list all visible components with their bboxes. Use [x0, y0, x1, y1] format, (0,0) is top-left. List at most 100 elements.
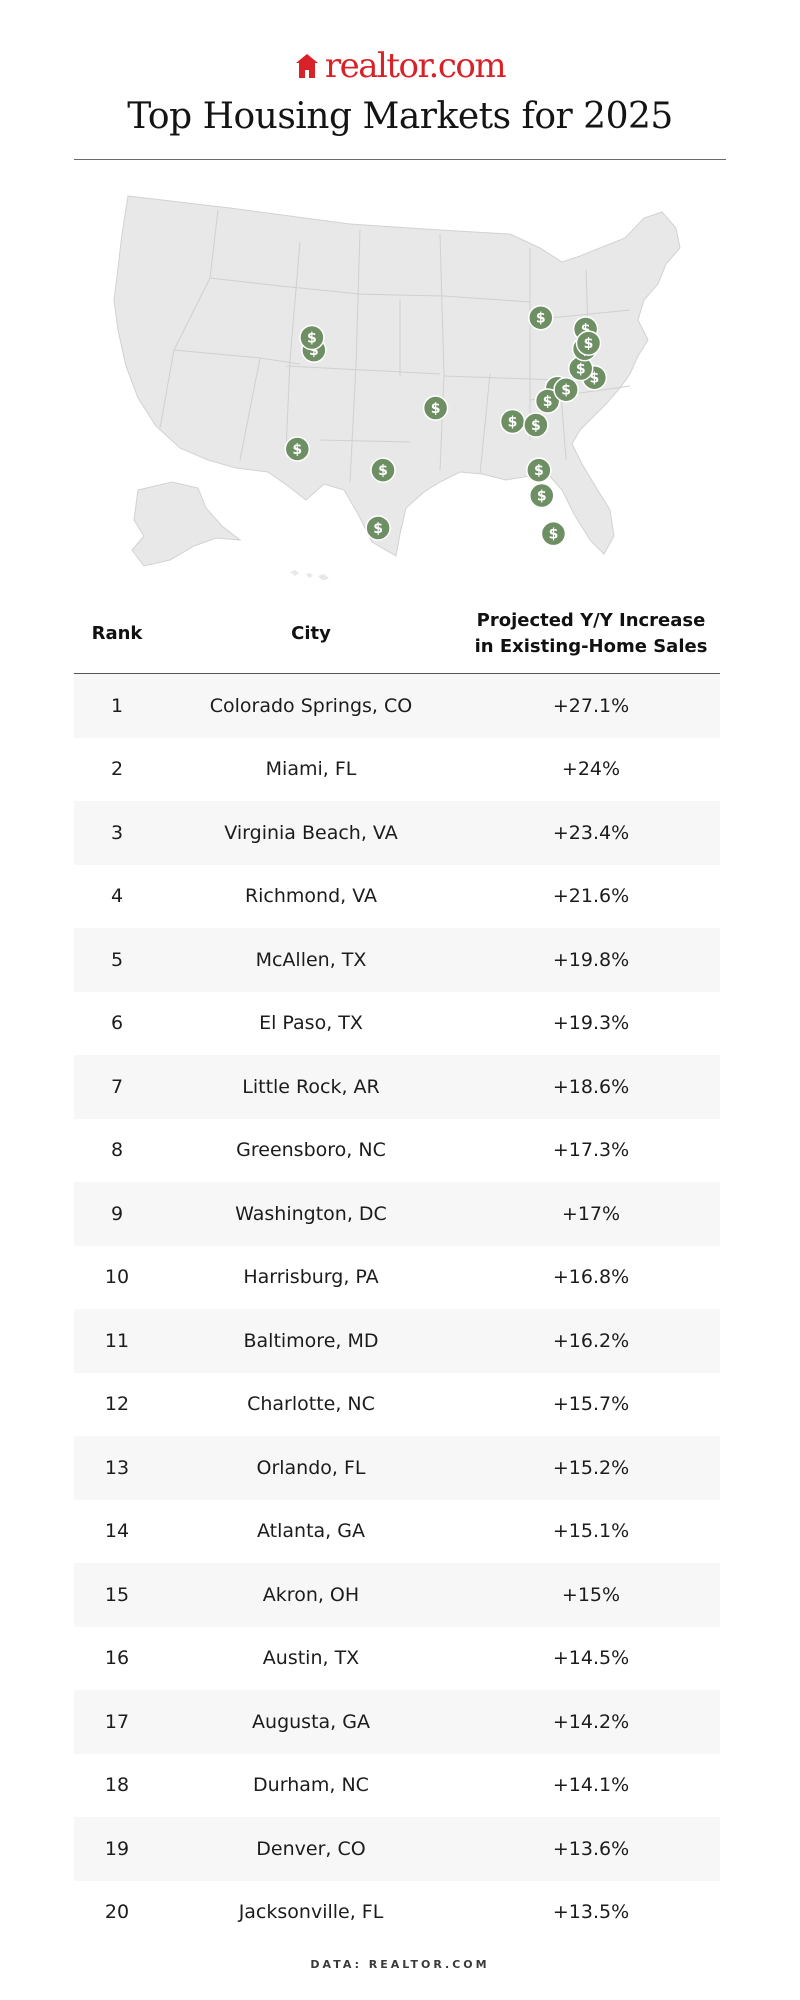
city-cell: Greensboro, NC	[236, 1139, 386, 1162]
pct-cell: +15.1%	[552, 1520, 630, 1543]
city-marker: $	[534, 388, 561, 414]
dollar-icon	[365, 515, 391, 541]
city-cell: El Paso, TX	[259, 1012, 363, 1035]
dollar-icon	[553, 376, 579, 403]
pct-cell: +14.1%	[552, 1774, 630, 1797]
dollar-glyph: $	[561, 383, 571, 399]
pct-cell: +18.6%	[552, 1075, 630, 1098]
city-cell: Colorado Springs, CO	[209, 694, 413, 717]
dollar-icon	[523, 412, 549, 438]
dollar-glyph: $	[531, 418, 541, 434]
brand-logo: realtor.com	[0, 46, 800, 86]
rank-cell: 12	[104, 1393, 130, 1416]
header-pct-line1: Projected Y/Y Increase	[476, 609, 706, 631]
pct-cell: +23.4%	[552, 821, 630, 844]
rankings-table: Rank City Projected Y/Y Increase in Exis…	[74, 595, 720, 1944]
city-marker: $	[422, 395, 449, 421]
table-row: 19 Denver, CO +13.6%	[74, 1817, 720, 1881]
dollar-icon	[534, 388, 561, 414]
city-marker: $	[284, 436, 311, 462]
dollar-glyph: $	[309, 343, 319, 359]
city-marker: $	[528, 304, 554, 331]
city-cell: Denver, CO	[256, 1837, 366, 1860]
dollar-icon	[370, 457, 396, 483]
city-cell: Orlando, FL	[256, 1456, 366, 1479]
city-cell: Washington, DC	[235, 1202, 387, 1225]
us-map-svg: $$$$$$$$$$$$$$$$$$$$	[113, 195, 681, 581]
dollar-icon	[575, 330, 602, 356]
city-marker: $	[523, 412, 549, 438]
dollar-glyph: $	[534, 463, 544, 479]
marker-layer: $$$$$$$$$$$$$$$$$$$$	[284, 304, 608, 547]
pct-cell: +19.3%	[552, 1012, 630, 1035]
house-icon	[295, 54, 318, 78]
city-cell: Richmond, VA	[244, 885, 378, 908]
pct-cell: +16.8%	[552, 1266, 630, 1289]
table-row: 7 Little Rock, AR +18.6%	[74, 1055, 720, 1119]
city-marker: $	[540, 520, 567, 547]
rank-cell: 2	[110, 758, 124, 781]
table-row: 10 Harrisburg, PA +16.8%	[74, 1245, 720, 1309]
table-row: 11 Baltimore, MD +16.2%	[74, 1309, 720, 1373]
state-borders	[159, 209, 631, 483]
rank-cell: 13	[104, 1456, 130, 1479]
dollar-glyph: $	[581, 322, 591, 338]
pct-cell: +19.8%	[552, 948, 630, 971]
city-marker: $	[553, 376, 579, 403]
city-cell: Durham, NC	[253, 1774, 369, 1797]
dollar-glyph: $	[537, 489, 547, 505]
city-marker: $	[529, 482, 555, 509]
dollar-glyph: $	[536, 311, 546, 327]
table-row: 9 Washington, DC +17%	[74, 1182, 720, 1246]
table-row: 13 Orlando, FL +15.2%	[74, 1436, 720, 1500]
table-row: 18 Durham, NC +14.1%	[74, 1753, 720, 1817]
dollar-icon	[526, 457, 552, 483]
city-cell: Harrisburg, PA	[243, 1266, 379, 1289]
table-row: 20 Jacksonville, FL +13.5%	[74, 1880, 720, 1944]
pct-cell: +15.7%	[552, 1393, 630, 1416]
table-row: 4 Richmond, VA +21.6%	[74, 864, 720, 928]
city-cell: Augusta, GA	[252, 1710, 370, 1733]
table-row: 2 Miami, FL +24%	[74, 737, 720, 801]
rank-cell: 11	[104, 1329, 130, 1352]
dollar-glyph: $	[378, 463, 388, 479]
pct-cell: +27.1%	[552, 694, 630, 717]
table-row: 14 Atlanta, GA +15.1%	[74, 1499, 720, 1563]
city-marker: $	[499, 408, 526, 435]
rank-cell: 19	[104, 1837, 130, 1860]
city-marker: $	[365, 515, 391, 541]
dollar-glyph: $	[549, 527, 559, 543]
city-cell: Virginia Beach, VA	[224, 821, 398, 844]
rank-cell: 17	[104, 1710, 130, 1733]
pct-cell: +21.6%	[552, 885, 630, 908]
city-cell: Akron, OH	[262, 1583, 360, 1606]
title-divider	[74, 159, 726, 160]
header-pct: Projected Y/Y Increase in Existing-Home …	[462, 608, 720, 660]
dollar-glyph: $	[589, 371, 599, 387]
pct-cell: +14.5%	[552, 1647, 630, 1670]
table-row: 12 Charlotte, NC +15.7%	[74, 1372, 720, 1436]
pct-cell: +14.2%	[552, 1710, 630, 1733]
table-row: 16 Austin, TX +14.5%	[74, 1626, 720, 1690]
logo-wordmark: realtor.com	[324, 46, 507, 86]
header-rank: Rank	[91, 622, 143, 644]
city-cell: Atlanta, GA	[257, 1520, 365, 1543]
table-row: 15 Akron, OH +15%	[74, 1563, 720, 1627]
rank-cell: 8	[110, 1139, 124, 1162]
dollar-icon	[529, 482, 555, 509]
dollar-icon	[422, 395, 449, 421]
header-pct-line2: in Existing-Home Sales	[474, 636, 708, 657]
dollar-icon	[528, 304, 554, 331]
city-marker: $	[526, 457, 552, 483]
dollar-glyph: $	[576, 362, 586, 378]
rank-cell: 14	[104, 1520, 130, 1543]
dollar-icon	[540, 520, 567, 547]
pct-cell: +17%	[561, 1202, 621, 1225]
table-header-row: Rank City Projected Y/Y Increase in Exis…	[74, 595, 720, 674]
dollar-glyph: $	[584, 336, 594, 352]
rank-cell: 15	[104, 1583, 130, 1606]
dollar-glyph: $	[373, 521, 383, 537]
header-city: City	[291, 622, 331, 644]
rank-cell: 5	[110, 948, 124, 971]
hawaii-shape	[290, 570, 329, 581]
